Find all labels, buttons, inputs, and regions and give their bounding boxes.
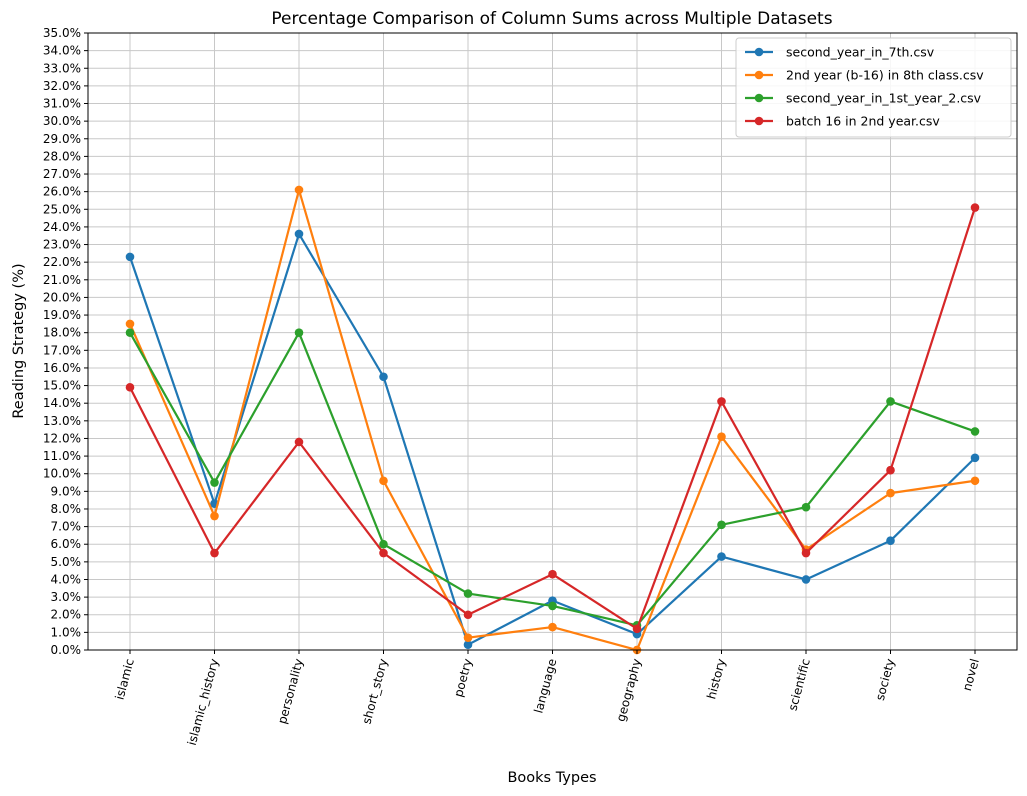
y-tick-label: 3.0%: [51, 590, 82, 604]
y-tick-label: 7.0%: [51, 520, 82, 534]
series-layer: [125, 185, 980, 655]
data-point: [294, 328, 304, 337]
data-point: [210, 548, 219, 558]
x-axis-label: Books Types: [507, 770, 596, 786]
y-tick-label: 19.0%: [43, 308, 81, 322]
legend-box: [735, 37, 1012, 138]
y-tick-label: 29.0%: [43, 132, 81, 146]
data-point: [125, 319, 135, 329]
data-point: [886, 465, 895, 475]
data-point: [970, 203, 980, 212]
data-point: [717, 432, 726, 441]
y-tick-label: 26.0%: [43, 185, 81, 199]
data-point: [379, 476, 388, 486]
y-axis-ticks: 0.0% 1.0% 2.0% 3.0% 4.0% 5.0% 6.0% 7.0% 8.0% 9.0%…: [43, 26, 88, 657]
data-point: [886, 397, 895, 406]
y-tick-label: 10.0%: [43, 467, 81, 481]
y-tick-label: 0.0%: [51, 643, 82, 657]
data-point: [886, 488, 895, 498]
y-tick-label: 30.0%: [43, 114, 81, 128]
data-point: [463, 589, 473, 598]
y-tick-label: 18.0%: [43, 326, 81, 340]
legend-swatch-marker: [754, 93, 764, 103]
series-1: [125, 229, 980, 650]
chart-title: Percentage Comparison of Column Sums acr…: [271, 9, 832, 29]
data-point: [210, 478, 219, 487]
data-point: [717, 397, 726, 406]
data-point: [548, 601, 557, 611]
y-tick-label: 34.0%: [43, 44, 81, 58]
y-tick-label: 23.0%: [43, 238, 81, 252]
y-tick-label: 33.0%: [43, 61, 81, 75]
data-point: [548, 622, 557, 632]
data-point: [125, 383, 135, 392]
data-point: [801, 548, 811, 558]
data-point: [294, 185, 304, 195]
y-tick-label: 6.0%: [51, 537, 82, 551]
data-point: [210, 511, 219, 521]
y-tick-label: 32.0%: [43, 79, 81, 93]
legend-entry-label: second_year_in_7th.csv: [786, 45, 935, 60]
data-point: [970, 453, 980, 463]
y-tick-label: 21.0%: [43, 273, 81, 287]
y-tick-label: 16.0%: [43, 361, 81, 375]
y-tick-label: 11.0%: [43, 449, 81, 463]
data-point: [632, 624, 642, 634]
legend-entry-label: 2nd year (b-16) in 8th class.csv: [786, 68, 984, 83]
legend-swatch-marker: [754, 116, 764, 126]
y-tick-label: 17.0%: [43, 343, 81, 357]
y-tick-label: 8.0%: [51, 502, 82, 516]
y-tick-label: 28.0%: [43, 149, 81, 163]
legend-swatch-marker: [754, 47, 764, 57]
y-tick-label: 14.0%: [43, 396, 81, 410]
data-point: [463, 640, 473, 650]
data-point: [970, 427, 980, 436]
data-point: [379, 548, 388, 558]
data-point: [717, 552, 726, 561]
data-point: [379, 372, 388, 382]
data-point: [886, 536, 895, 546]
y-tick-label: 20.0%: [43, 290, 81, 304]
data-point: [970, 476, 980, 486]
data-point: [125, 328, 135, 337]
data-point: [548, 569, 557, 579]
y-axis-label: Reading Strategy (%): [11, 263, 27, 418]
y-tick-label: 5.0%: [51, 555, 82, 569]
data-point: [463, 633, 473, 642]
y-tick-label: 12.0%: [43, 431, 81, 445]
data-point: [463, 610, 473, 620]
data-point: [717, 520, 726, 530]
y-tick-label: 27.0%: [43, 167, 81, 181]
series-4: [125, 203, 980, 634]
data-point: [294, 229, 304, 239]
y-tick-label: 22.0%: [43, 255, 81, 269]
y-tick-label: 15.0%: [43, 379, 81, 393]
legend-entry-label: batch 16 in 2nd year.csv: [786, 114, 940, 129]
data-point: [801, 575, 811, 584]
data-point: [294, 437, 304, 447]
y-tick-label: 13.0%: [43, 414, 81, 428]
y-tick-label: 24.0%: [43, 220, 81, 234]
y-tick-label: 1.0%: [51, 625, 82, 639]
y-tick-label: 4.0%: [51, 572, 82, 586]
data-point: [379, 539, 388, 549]
data-point: [801, 502, 811, 512]
legend-entry-label: second_year_in_1st_year_2.csv: [786, 91, 982, 106]
y-tick-label: 31.0%: [43, 97, 81, 111]
legend-swatch-marker: [754, 70, 764, 80]
y-tick-label: 35.0%: [43, 26, 81, 40]
legend: second_year_in_7th.csv 2nd year (b-16) in…: [735, 37, 1012, 138]
y-tick-label: 25.0%: [43, 202, 81, 216]
y-tick-label: 2.0%: [51, 608, 82, 622]
y-tick-label: 9.0%: [51, 484, 82, 498]
data-point: [125, 252, 135, 262]
